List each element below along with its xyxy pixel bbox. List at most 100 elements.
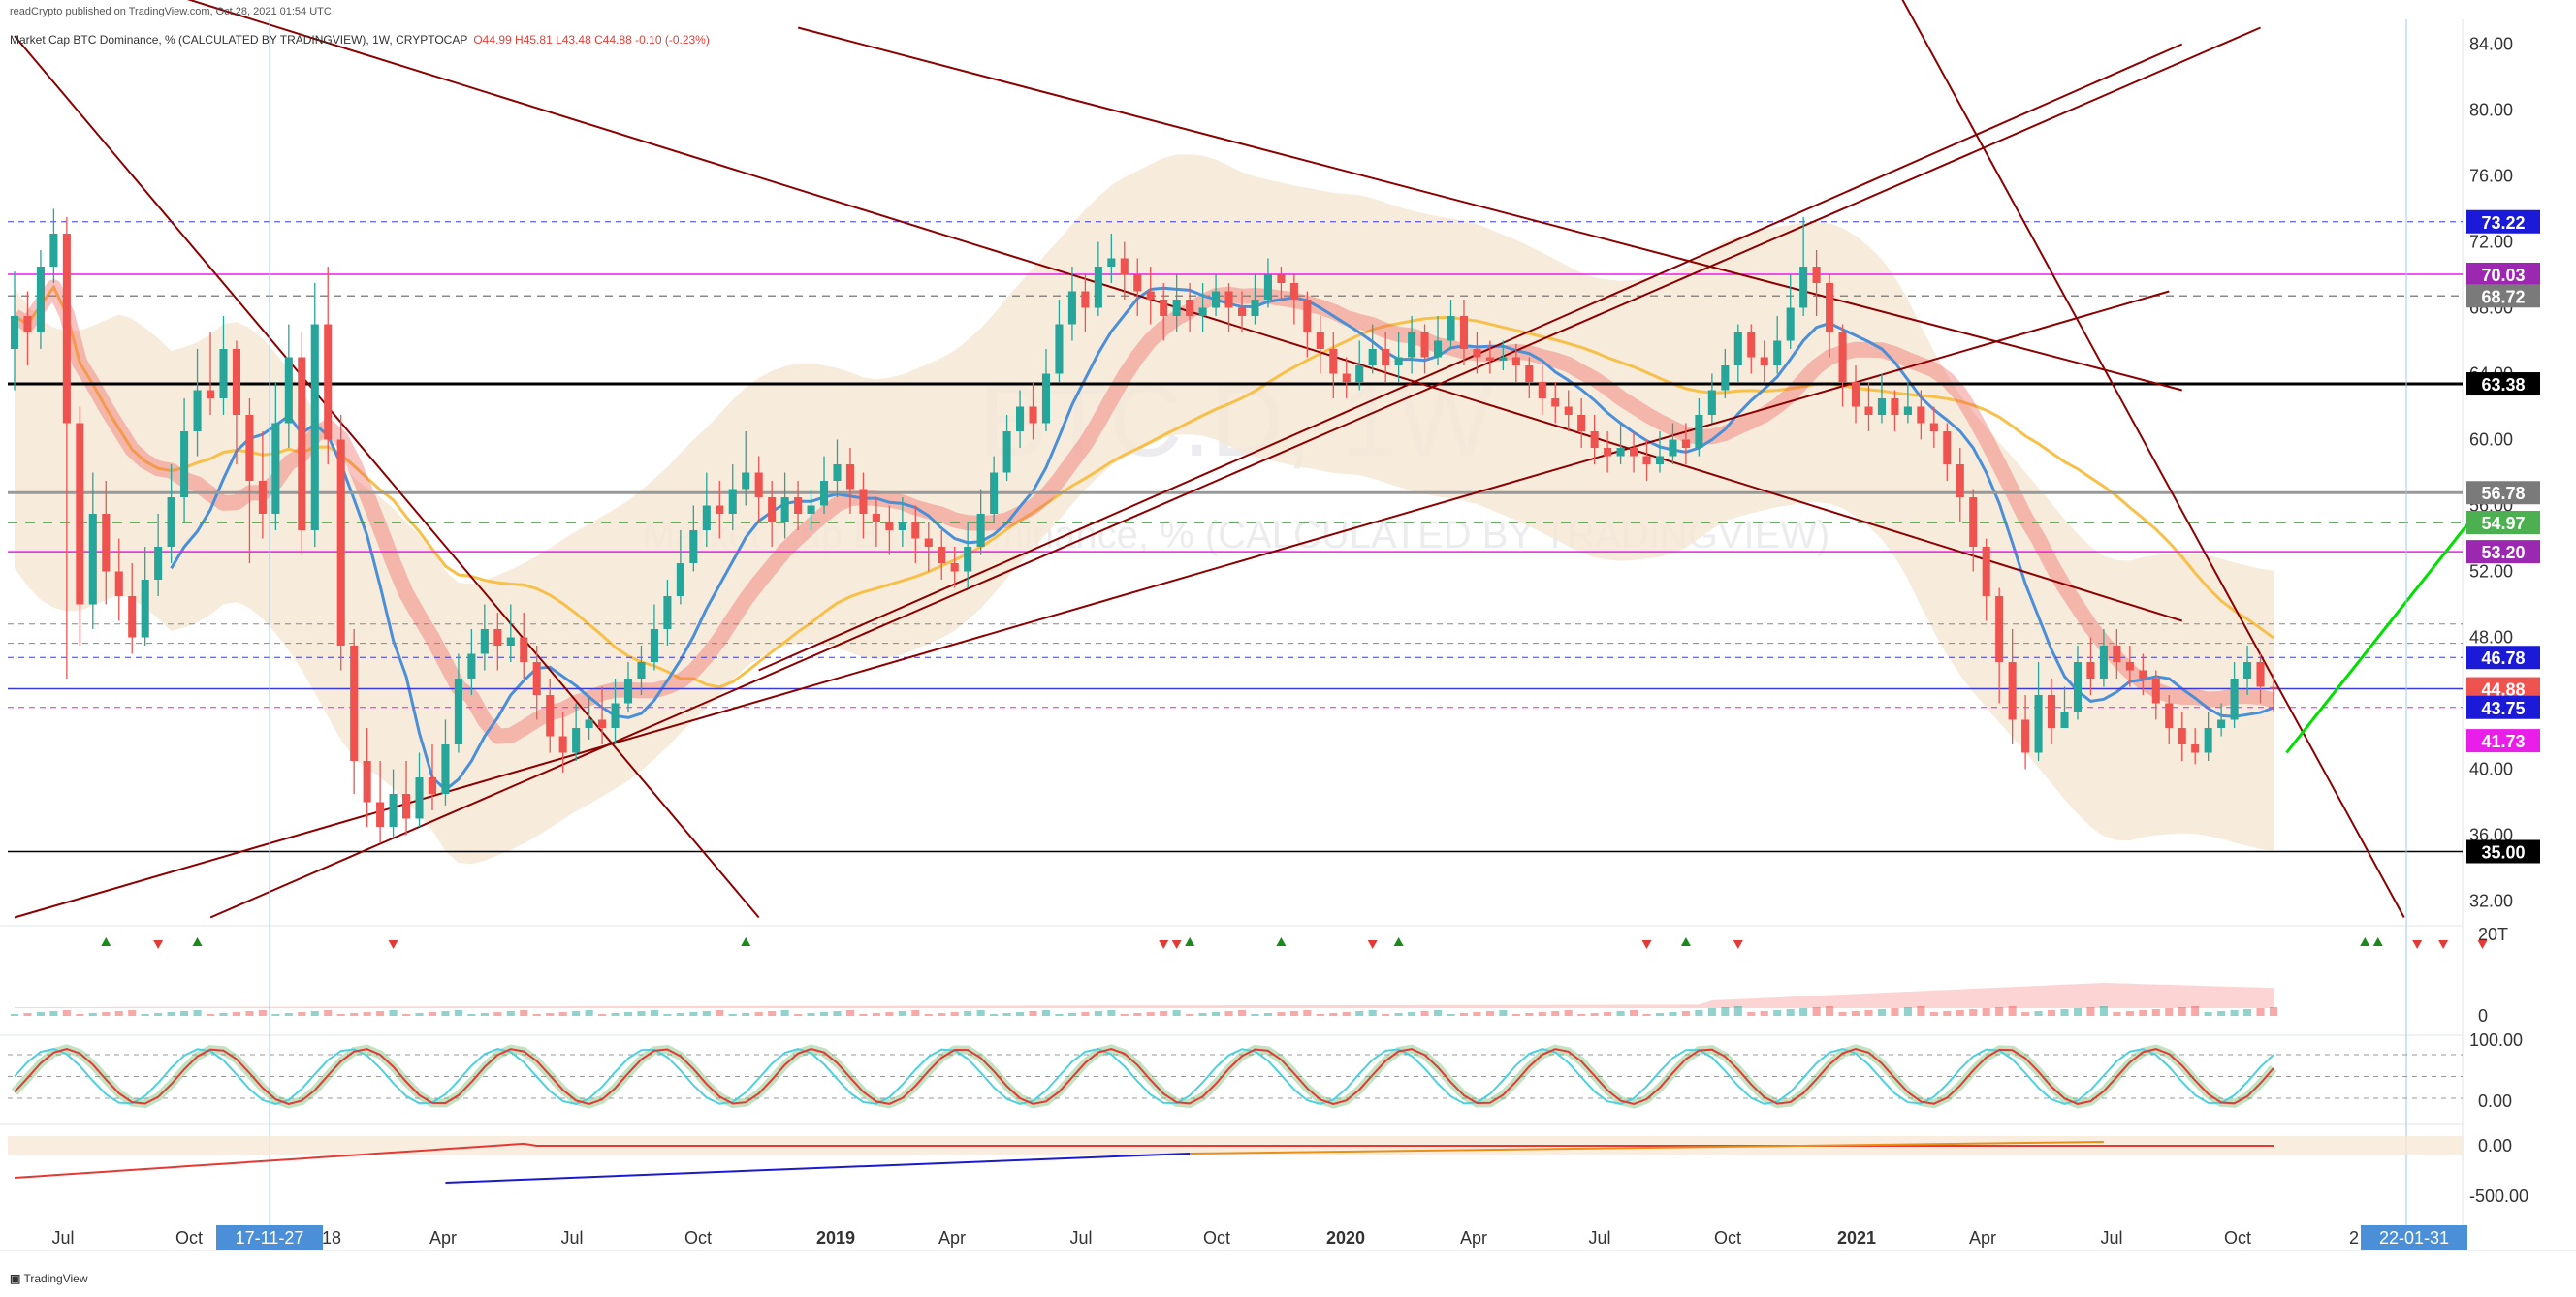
candle-body	[2217, 719, 2226, 728]
candle-body	[1826, 283, 1834, 332]
volume-bar	[2204, 1012, 2212, 1016]
volume-bar	[1564, 1010, 1573, 1016]
volume-bar	[911, 1010, 920, 1016]
volume-bar	[2165, 1008, 2174, 1016]
trend-line	[797, 26, 2182, 392]
trend-line	[758, 43, 2183, 672]
candle-body	[1799, 267, 1808, 308]
volume-bar	[716, 1010, 724, 1016]
candle-body	[2034, 695, 2043, 753]
symbol-title: Market Cap BTC Dominance, % (CALCULATED …	[10, 33, 468, 47]
volume-bar	[1929, 1012, 1938, 1016]
volume-bar	[1786, 1009, 1795, 1016]
ma-line-long	[14, 284, 2274, 689]
candle-body	[1917, 406, 1925, 424]
candle-body	[284, 357, 293, 424]
x-tick-label: Jul	[2100, 1228, 2122, 1248]
symbol-legend[interactable]: Market Cap BTC Dominance, % (CALCULATED …	[10, 33, 710, 47]
volume-bar	[1604, 1012, 1612, 1016]
volume-bar	[872, 1013, 880, 1016]
volume-bar	[350, 1013, 359, 1016]
candle-body	[598, 719, 607, 728]
volume-bar	[114, 1011, 123, 1016]
candle-body	[1433, 340, 1443, 358]
candle-body	[2230, 679, 2239, 720]
oscillator-slow-line	[14, 1047, 2274, 1106]
candle-body	[76, 423, 84, 605]
x-cursor-label-text: 22-01-31	[2379, 1228, 2449, 1248]
candle-body	[1408, 332, 1416, 358]
volume-bar	[964, 1011, 972, 1016]
volume-bar	[76, 1014, 84, 1016]
volume-bar	[1146, 1012, 1155, 1016]
volume-bar	[1499, 1010, 1508, 1016]
x-cursor-label-box	[2361, 1225, 2467, 1250]
candle-body	[976, 514, 985, 547]
candle-body	[2113, 646, 2121, 662]
volume-bar	[2113, 1012, 2121, 1016]
volume-bar	[558, 1012, 567, 1016]
x-tick-label: 2020	[1326, 1228, 1365, 1248]
volume-bar	[885, 1012, 894, 1016]
volume-bar	[1107, 1010, 1116, 1016]
tradingview-logo[interactable]: ▣ TradingView	[10, 1272, 88, 1285]
volume-bar	[1903, 1007, 1912, 1016]
candle-body	[1511, 357, 1520, 365]
volume-bar	[1681, 1011, 1690, 1016]
candle-body	[324, 324, 333, 440]
volume-bar	[1838, 1012, 1847, 1016]
volume-bar	[2008, 1006, 2017, 1016]
candle-body	[1851, 382, 1860, 407]
bottom-blue-line	[445, 1153, 1191, 1184]
candle-body	[298, 357, 306, 530]
candle-body	[990, 472, 999, 514]
candle-body	[128, 596, 137, 638]
volume-bar	[689, 1012, 698, 1016]
volume-bar	[493, 1012, 502, 1016]
candle-body	[1721, 365, 1730, 391]
volume-bar	[794, 1014, 803, 1016]
volume-bar	[1277, 1012, 1286, 1016]
candle-body	[1760, 357, 1768, 365]
candle-body	[1172, 300, 1181, 316]
candle-body	[572, 728, 581, 753]
candle-body	[428, 777, 437, 794]
trend-line	[1901, 0, 2405, 918]
price-label-text: 70.03	[2481, 266, 2525, 285]
candle-body	[1577, 415, 1586, 431]
price-label-text: 54.97	[2481, 514, 2525, 533]
candle-body	[1864, 406, 1873, 415]
candle-body	[585, 719, 593, 728]
y-tick-label: 48.00	[2469, 628, 2513, 648]
volume-bar	[1002, 1013, 1011, 1016]
volume-bar	[258, 1010, 267, 1016]
volume-bar	[2178, 1007, 2186, 1016]
candle-body	[2178, 728, 2186, 744]
candle-body	[493, 629, 502, 646]
candle-body	[754, 472, 763, 497]
volume-bar	[2048, 1010, 2056, 1016]
volume-bar	[728, 1014, 737, 1016]
signal-up-marker	[192, 937, 203, 946]
y-tick-label: 52.00	[2469, 562, 2513, 582]
candle-body	[546, 695, 555, 737]
volume-bar	[1812, 1007, 1821, 1016]
volume-bar	[1473, 1012, 1481, 1016]
volume-bar	[1094, 1011, 1102, 1016]
candle-body	[193, 390, 202, 431]
volume-bar	[1538, 1012, 1546, 1016]
candle-body	[1447, 316, 1455, 341]
candle-body	[728, 489, 737, 514]
candle-body	[114, 571, 123, 596]
candle-body	[702, 505, 711, 530]
volume-bar	[193, 1010, 202, 1016]
volume-bar	[1041, 1010, 1051, 1016]
volume-bar	[167, 1012, 175, 1016]
volume-bar	[1408, 1012, 1416, 1016]
volume-axis-label: 0	[2478, 1006, 2488, 1026]
volume-bar	[428, 1012, 437, 1016]
volume-bar	[819, 1012, 829, 1016]
y-tick-label: 72.00	[2469, 233, 2513, 252]
candle-body	[716, 505, 724, 514]
